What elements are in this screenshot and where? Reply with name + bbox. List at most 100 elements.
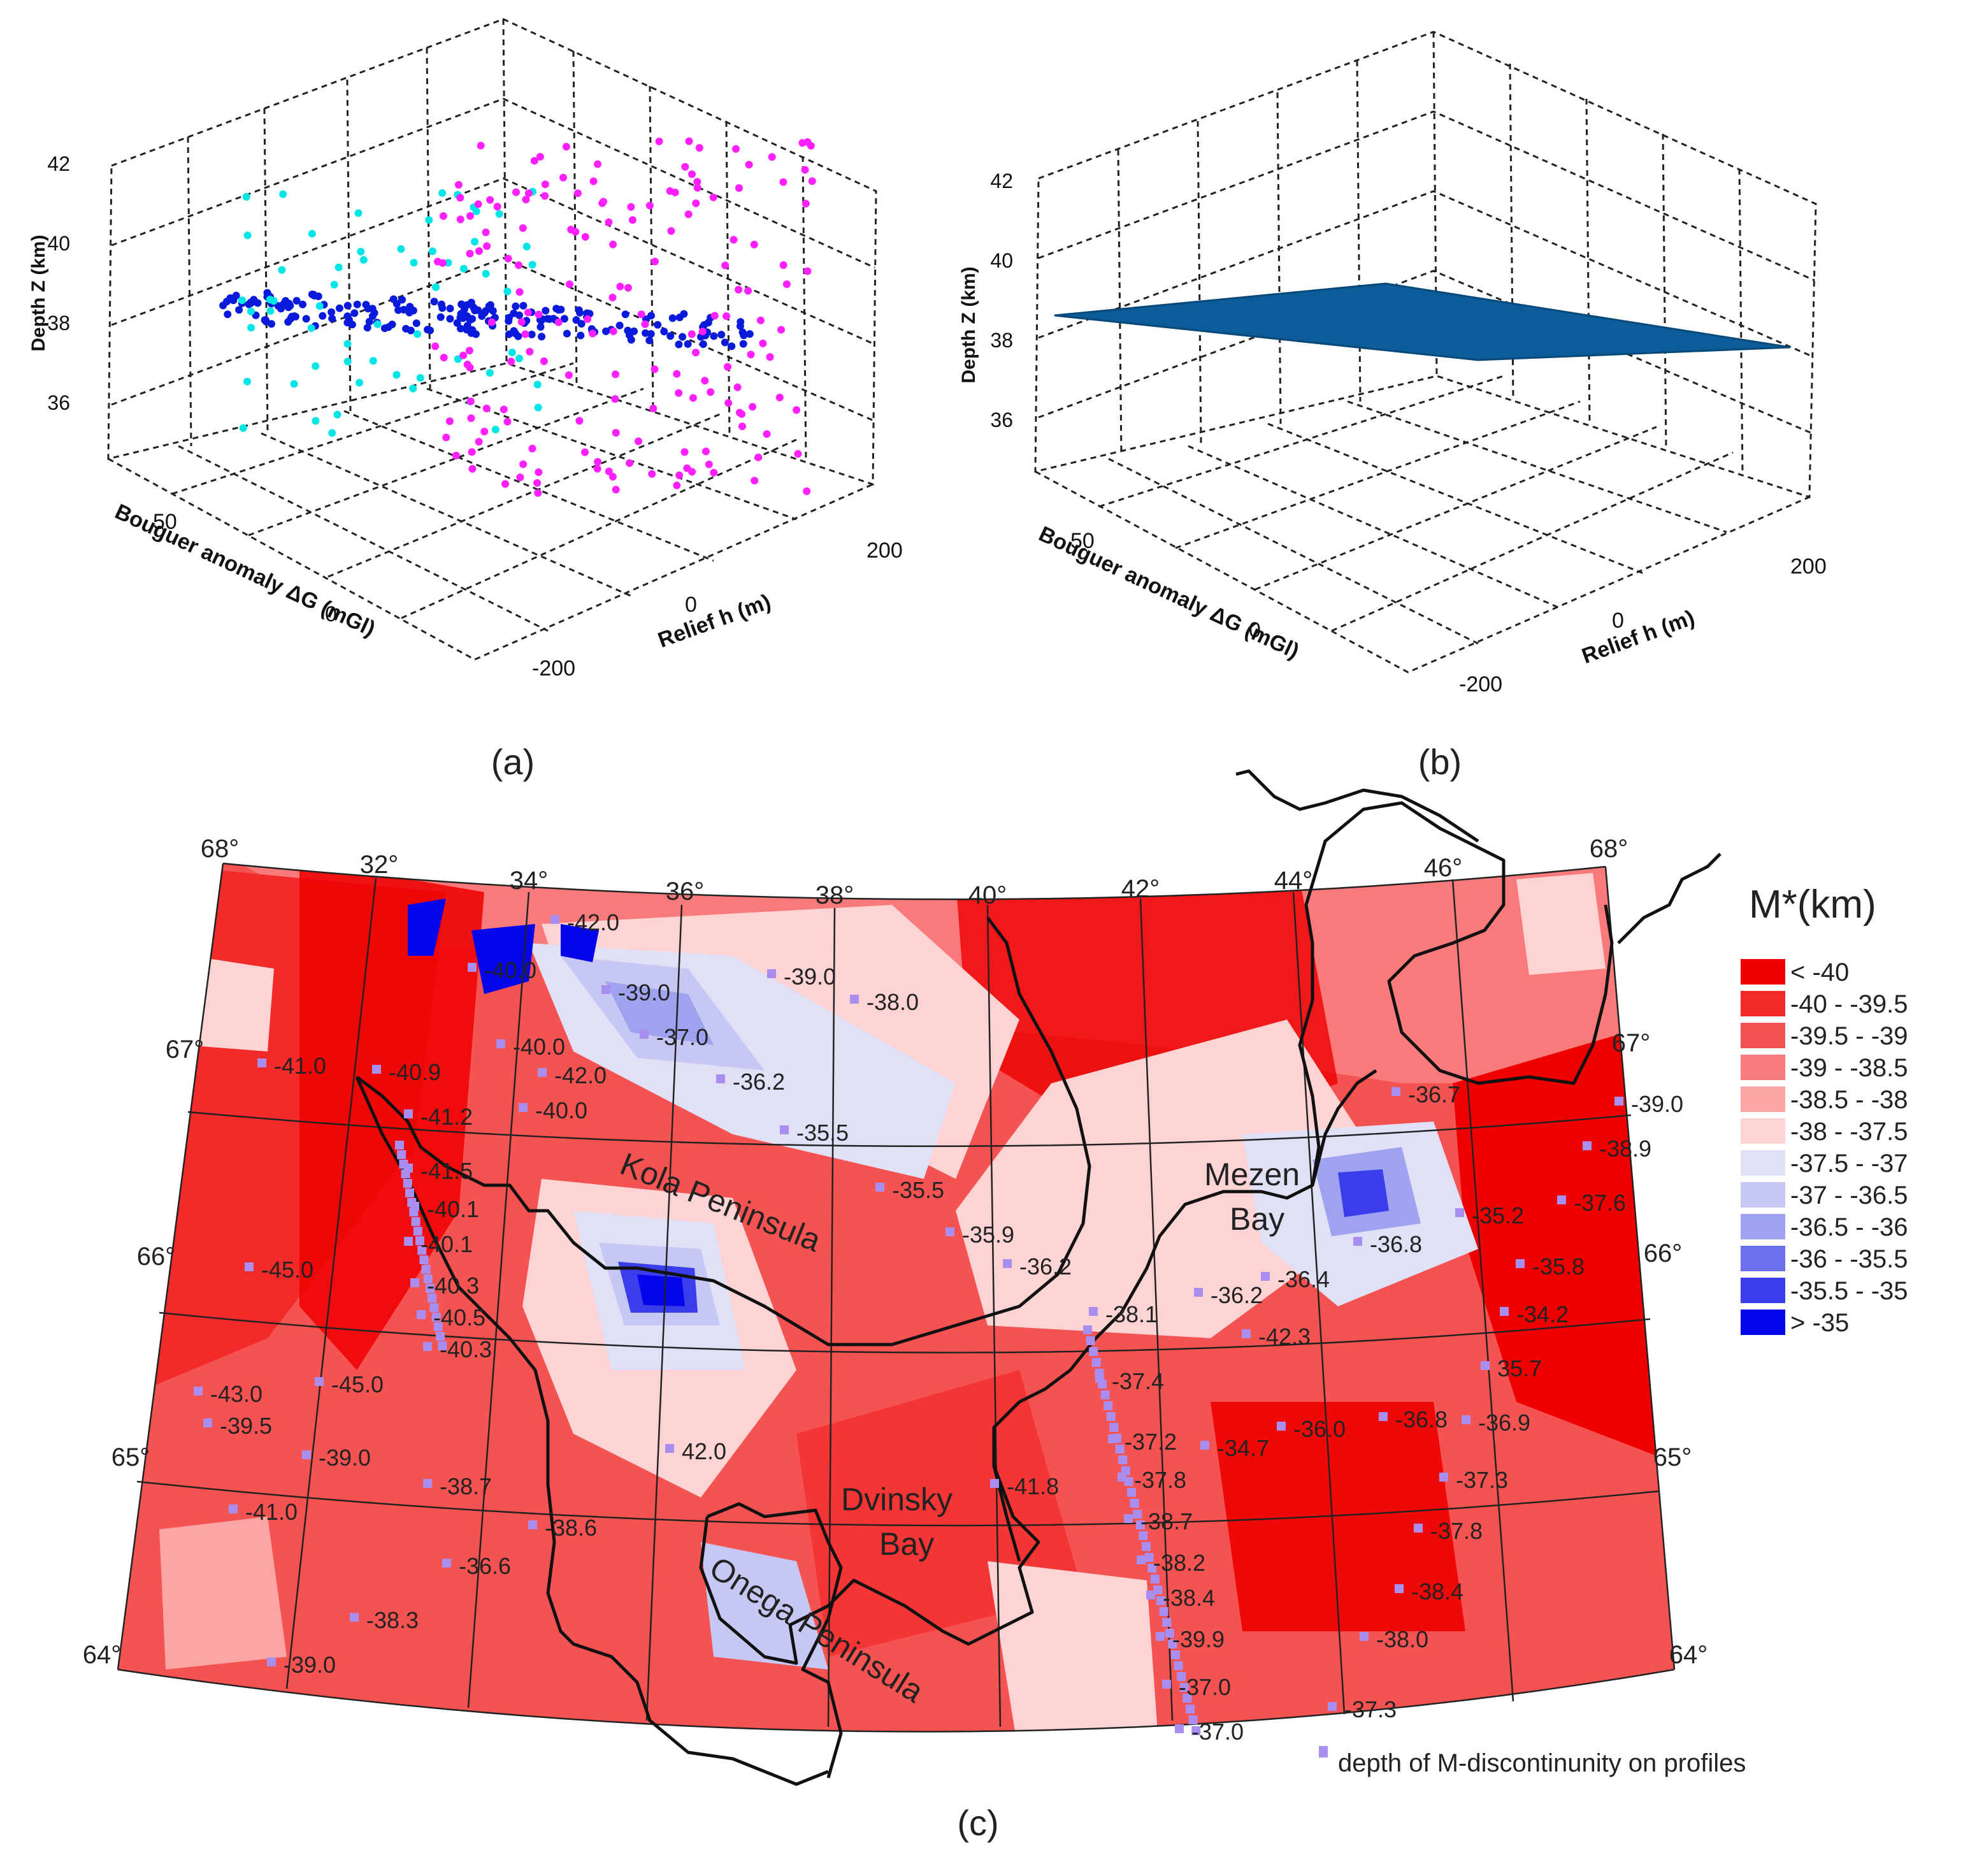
profile-marker xyxy=(421,1265,431,1274)
scatter-point xyxy=(763,430,771,438)
scatter-point xyxy=(468,465,477,473)
panel-a-ztick-36: 36 xyxy=(47,391,70,414)
scatter-point xyxy=(243,377,251,386)
profile-value-label: -35.2 xyxy=(1472,1202,1524,1229)
profile-marker xyxy=(372,1065,381,1074)
scatter-point xyxy=(471,307,479,315)
legend-label: -37 - -36.5 xyxy=(1790,1181,1908,1209)
profile-value-label: -42.3 xyxy=(1258,1324,1311,1350)
scatter-point xyxy=(745,330,754,338)
profile-values: -42.0-40.0-39.0-39.0-38.0-42.0-40.0 -37.0… xyxy=(210,909,1683,1745)
scatter-point xyxy=(572,316,580,324)
profile-marker xyxy=(538,1068,547,1077)
profile-marker xyxy=(407,1198,417,1207)
profile-marker xyxy=(468,963,477,972)
profile-marker xyxy=(411,1217,421,1226)
profile-marker xyxy=(1083,1325,1092,1334)
scatter-point xyxy=(536,153,544,161)
scatter-point xyxy=(292,297,301,305)
scatter-point xyxy=(642,329,650,337)
scatter-point xyxy=(673,370,681,378)
scatter-point xyxy=(243,231,252,240)
panel-b-z-axis-label: Depth Z (km) xyxy=(958,266,979,383)
profile-marker xyxy=(423,1479,432,1488)
scatter-point xyxy=(710,468,718,477)
scatter-point xyxy=(467,298,475,307)
scatter-point xyxy=(637,310,645,319)
scatter-point xyxy=(735,184,743,192)
scatter-point xyxy=(724,363,731,371)
scatter-point xyxy=(648,470,656,478)
profile-value-label: -40.3 xyxy=(440,1336,492,1362)
scatter-point xyxy=(475,438,483,446)
scatter-point xyxy=(775,393,784,401)
profile-marker xyxy=(438,1341,447,1350)
lon-label-32: 32° xyxy=(360,851,399,879)
panel-a-scatter-points xyxy=(219,137,816,497)
scatter-point xyxy=(359,256,368,264)
legend-swatch xyxy=(1741,1023,1785,1048)
lon-label-44: 44° xyxy=(1274,867,1313,895)
profile-value-label: -40.1 xyxy=(421,1231,473,1257)
scatter-point xyxy=(501,480,509,488)
scatter-point xyxy=(560,315,568,323)
legend-swatch xyxy=(1741,1086,1785,1112)
scatter-point xyxy=(343,340,352,348)
scatter-point xyxy=(284,318,292,326)
profile-marker xyxy=(245,1262,254,1271)
scatter-point xyxy=(308,229,316,238)
scatter-point xyxy=(510,309,518,317)
scatter-point xyxy=(475,247,483,255)
scatter-point xyxy=(645,201,654,210)
profile-marker xyxy=(1133,1510,1142,1519)
scatter-point xyxy=(474,200,482,208)
scatter-point xyxy=(700,321,708,329)
scatter-point xyxy=(456,215,464,224)
scatter-point xyxy=(681,162,689,171)
scatter-point xyxy=(540,357,548,365)
scatter-point xyxy=(485,302,493,310)
scatter-point xyxy=(515,288,524,296)
panel-b-y-axis-label: Relief h (m) xyxy=(1579,605,1698,668)
panel-b-ytick-0: 0 xyxy=(1612,609,1624,633)
profile-marker xyxy=(433,1322,443,1331)
scatter-point xyxy=(675,471,684,479)
scatter-point xyxy=(487,318,496,326)
panel-b-ytick-200: 200 xyxy=(1790,554,1827,579)
scatter-point xyxy=(651,257,659,266)
profile-marker xyxy=(423,1274,433,1283)
panel-b-xtick-0: 0 xyxy=(1249,618,1261,642)
profile-value-label: -38.4 xyxy=(1411,1578,1463,1605)
profile-marker xyxy=(1328,1702,1337,1711)
scatter-point xyxy=(516,473,524,482)
scatter-point xyxy=(612,370,619,379)
profile-marker xyxy=(1360,1632,1369,1641)
scatter-point xyxy=(224,310,232,319)
profile-value-label: -40.9 xyxy=(389,1059,441,1085)
scatter-point xyxy=(589,177,598,185)
profile-marker xyxy=(1003,1259,1012,1268)
scatter-point xyxy=(626,459,634,467)
legend-label: -40 - -39.5 xyxy=(1790,990,1908,1018)
legend-swatch xyxy=(1741,1214,1785,1239)
scatter-point xyxy=(709,193,717,201)
scatter-point xyxy=(730,236,738,244)
profile-value-label: -43.0 xyxy=(210,1381,262,1407)
profile-value-label: -38.3 xyxy=(366,1607,419,1633)
scatter-point xyxy=(444,259,452,267)
profile-marker xyxy=(1162,1618,1172,1627)
profile-marker xyxy=(1100,1390,1110,1399)
scatter-point xyxy=(353,300,361,308)
scatter-point xyxy=(290,380,298,388)
scatter-point xyxy=(801,166,809,174)
profile-marker xyxy=(1118,1455,1128,1464)
scatter-point xyxy=(735,285,743,294)
scatter-point xyxy=(424,326,432,334)
scatter-point xyxy=(266,307,275,315)
scatter-point xyxy=(572,227,580,236)
scatter-point xyxy=(392,299,401,308)
profile-marker xyxy=(875,1183,884,1192)
panel-a-ztick-38: 38 xyxy=(47,312,70,335)
profile-marker xyxy=(1144,1553,1154,1562)
scatter-point xyxy=(504,254,512,263)
